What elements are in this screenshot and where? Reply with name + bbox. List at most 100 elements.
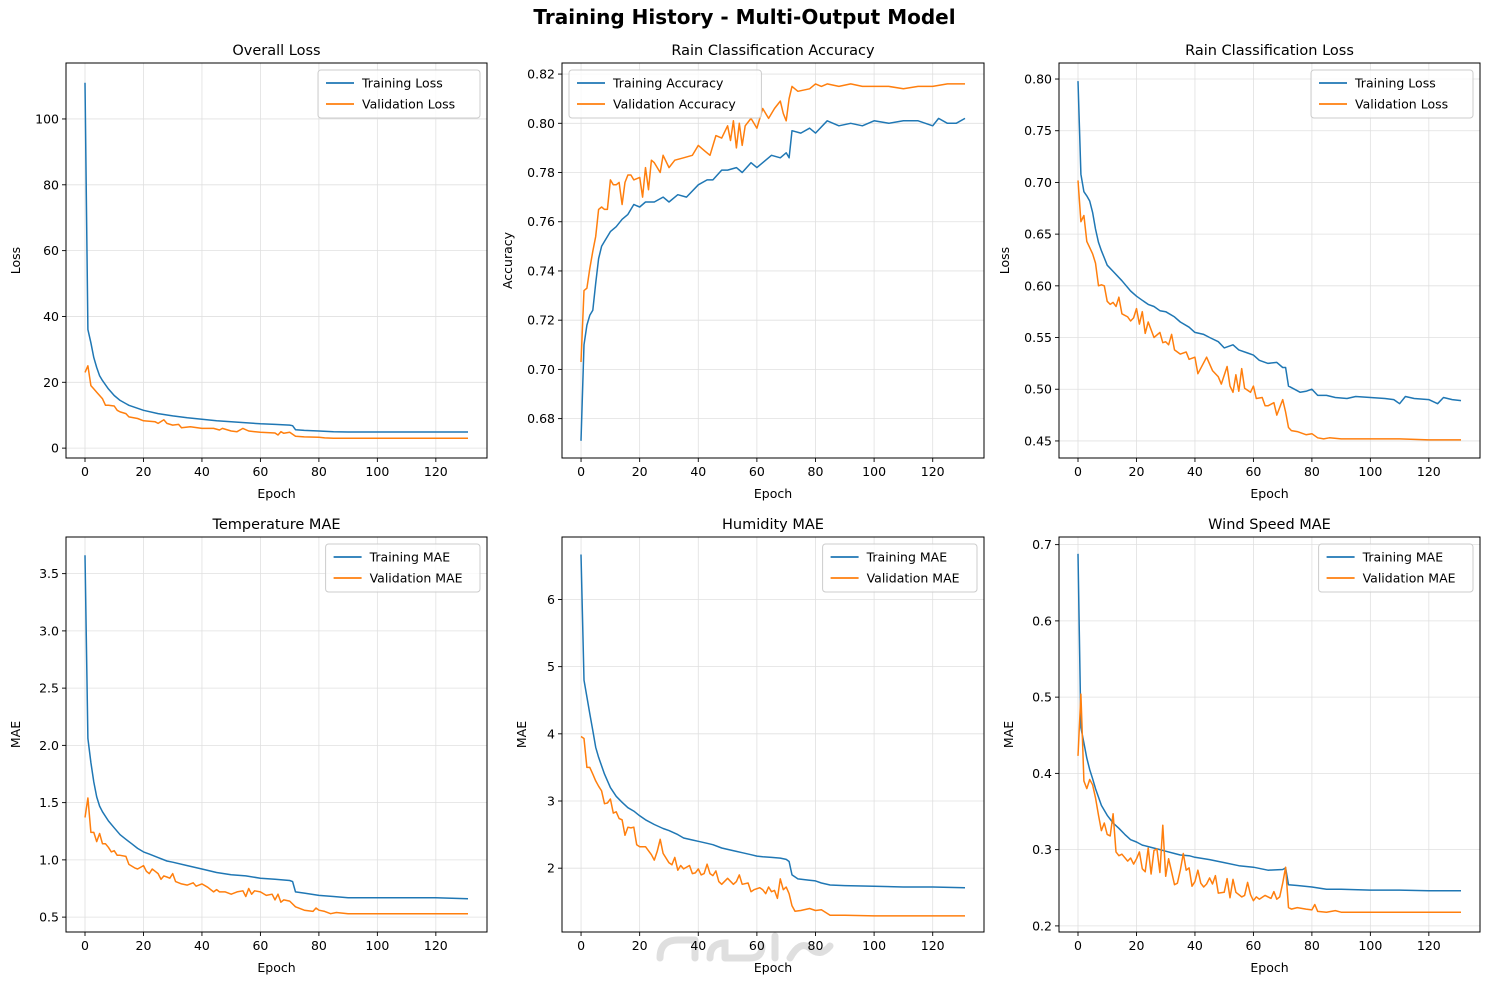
y-axis-label: Loss [8,247,23,274]
y-tick-label: 3.0 [39,623,59,638]
x-tick-label: 40 [1187,464,1203,479]
y-tick-label: 1.0 [39,852,59,867]
x-axis-label: Epoch [257,960,295,975]
x-axis-label: Epoch [754,486,792,501]
x-tick-label: 120 [921,464,945,479]
legend: Training MAE Validation MAE [1318,543,1474,593]
series-line-training-mae [580,554,966,889]
x-tick-label: 60 [1245,464,1261,479]
legend-box [325,543,481,593]
legend: Training Loss Validation Loss [317,69,481,119]
legend-entry: Validation Loss [362,97,455,112]
y-tick-label: 0.72 [527,313,555,328]
y-tick-label: 0 [51,441,59,456]
legend-box [317,69,481,119]
x-tick-label: 40 [690,938,706,953]
legend: Training MAE Validation MAE [325,543,481,593]
y-tick-label: 0.50 [1024,382,1052,397]
figure-title: Training History - Multi-Output Model [533,5,956,29]
x-tick-label: 40 [194,938,210,953]
y-tick-label: 0.5 [39,910,59,925]
x-axis-label: Epoch [1250,960,1288,975]
legend-entry: Training MAE [1362,550,1444,565]
y-tick-label: 0.68 [527,411,555,426]
series-line-training-accuracy [580,117,966,441]
x-tick-label: 60 [749,938,765,953]
legend: Training Loss Validation Loss [1310,69,1474,119]
x-tick-label: 60 [252,464,268,479]
subplot-overall-loss: 0 20 40 60 80 100 120 0 20 40 60 80 100 Overall Loss E… [8,43,488,501]
x-tick-label: 0 [81,938,89,953]
x-tick-label: 100 [365,464,389,479]
series-line-validation-mae [580,735,965,917]
series-line-training-loss [1077,81,1462,405]
series-line-validation-loss [84,365,468,440]
y-tick-label: 1.5 [39,795,59,810]
y-tick-label: 0.2 [1032,918,1052,933]
y-tick-label: 6 [547,592,555,607]
y-tick-label: 0.45 [1024,433,1052,448]
x-tick-label: 120 [1417,938,1441,953]
x-tick-label: 80 [808,464,824,479]
subplot-title: Wind Speed MAE [1208,517,1331,533]
subplot-temperature-mae: 0 20 40 60 80 100 120 0.5 1.0 1.5 2.0 2.5 3.0 3.5 Temp… [8,517,488,975]
y-tick-label: 0.6 [1032,613,1052,628]
x-tick-label: 0 [577,938,585,953]
x-tick-label: 80 [1304,938,1320,953]
x-tick-label: 100 [1358,464,1382,479]
x-tick-label: 100 [1358,938,1382,953]
x-tick-label: 120 [424,464,448,479]
watermark-logo [656,932,834,962]
y-tick-label: 4 [547,726,555,741]
legend-entry: Training Loss [361,76,443,91]
x-tick-label: 20 [1129,938,1145,953]
x-axis-label: Epoch [754,960,792,975]
subplot-rain-classification-loss: 0 20 40 60 80 100 120 0.45 0.50 0.55 0.60 0.65 0.70 0… [997,43,1481,501]
grid [66,63,487,458]
y-axis-label: MAE [1001,721,1016,748]
y-tick-label: 0.80 [527,116,555,131]
y-tick-label: 0.60 [1024,278,1052,293]
series-line-training-mae [1077,553,1461,892]
x-axis-label: Epoch [257,486,295,501]
x-tick-label: 20 [136,938,152,953]
y-tick-label: 2.0 [39,738,59,753]
y-tick-label: 2 [547,861,555,876]
y-axis-label: MAE [8,721,23,748]
subplot-humidity-mae: 0 20 40 60 80 100 120 2 3 4 5 6 Humidity MAE Epoch MAE… [514,517,985,975]
y-tick-label: 5 [547,659,555,674]
subplot-wind-speed-mae: 0 20 40 60 80 100 120 0.2 0.3 0.4 0.5 0.6 0.7 Wind Sp… [1001,517,1481,975]
legend: Training Accuracy Validation Accuracy [568,69,762,119]
x-tick-label: 20 [136,464,152,479]
y-tick-label: 80 [43,177,59,192]
series-line-training-loss [84,82,468,433]
y-tick-label: 40 [43,309,59,324]
axes-frame [65,536,488,933]
subplot-title: Humidity MAE [722,517,824,533]
x-tick-label: 0 [1074,464,1082,479]
y-tick-label: 0.80 [1024,72,1052,87]
y-axis-label: MAE [514,721,529,748]
legend-entry: Validation MAE [370,571,463,586]
y-tick-label: 0.75 [1024,123,1052,138]
y-axis-label: Loss [997,247,1012,274]
legend-box [822,543,978,593]
axes-frame [65,62,488,459]
x-tick-label: 80 [808,938,824,953]
series-line-training-mae [84,555,469,900]
grid [66,537,487,932]
x-tick-label: 40 [194,464,210,479]
y-tick-label: 0.4 [1032,766,1052,781]
x-tick-label: 100 [862,464,886,479]
x-tick-label: 120 [424,938,448,953]
x-tick-label: 60 [749,464,765,479]
legend-entry: Training MAE [369,550,451,565]
x-tick-label: 80 [311,938,327,953]
y-tick-label: 0.70 [527,362,555,377]
subplot-title: Temperature MAE [211,517,340,533]
y-tick-label: 0.76 [527,214,555,229]
y-tick-label: 0.78 [527,165,555,180]
legend: Training MAE Validation MAE [822,543,978,593]
y-tick-label: 0.74 [527,263,555,278]
